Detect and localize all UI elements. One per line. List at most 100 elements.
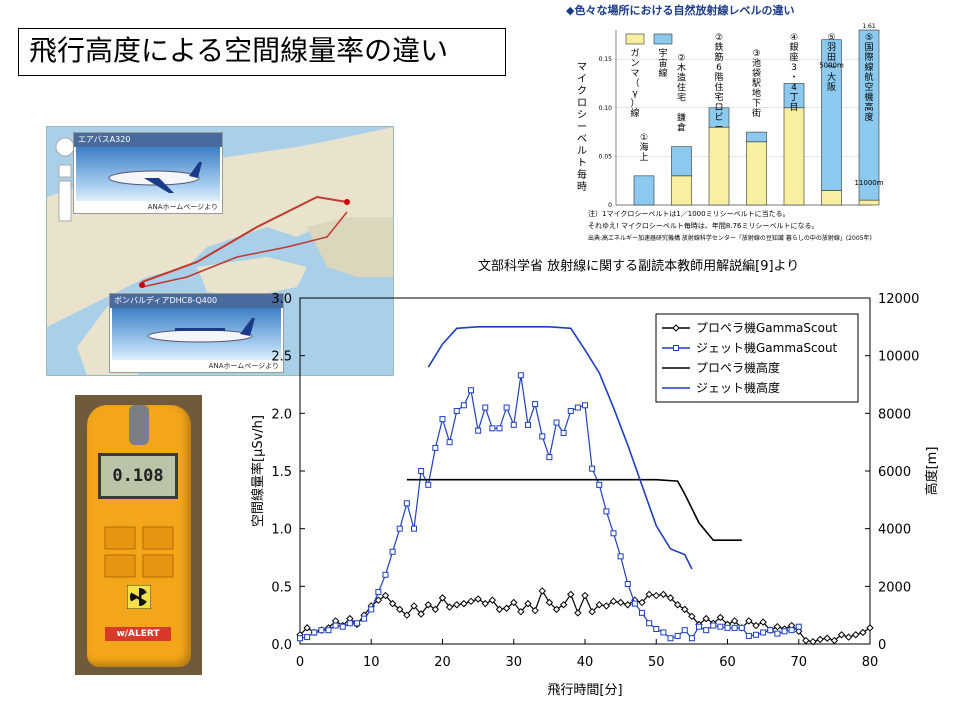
data-point-square bbox=[738, 624, 745, 631]
data-point-square bbox=[460, 402, 467, 409]
data-point-diamond bbox=[716, 613, 725, 622]
left-y-tick-label: 0.0 bbox=[271, 638, 292, 653]
dosimeter-display: 0.108 bbox=[98, 453, 178, 499]
bar-cosmic-segment bbox=[633, 175, 655, 206]
data-point-diamond bbox=[659, 590, 668, 599]
left-y-tick-label: 2.5 bbox=[271, 350, 292, 365]
map-pan-control[interactable] bbox=[55, 137, 75, 157]
q400-credit: ANAホームページより bbox=[208, 362, 279, 370]
jet-route-line bbox=[141, 211, 348, 288]
bar-category-label-char: ④ bbox=[790, 33, 798, 43]
data-point-diamond bbox=[666, 594, 675, 602]
data-point-diamond bbox=[638, 598, 646, 607]
data-point-square bbox=[660, 629, 667, 636]
data-point-square bbox=[396, 525, 403, 532]
data-point-diamond bbox=[502, 604, 511, 612]
bar-cosmic-segment bbox=[746, 131, 767, 143]
data-point-square bbox=[788, 627, 795, 634]
data-point-square bbox=[346, 620, 353, 627]
data-point-square bbox=[339, 623, 346, 630]
data-point-square bbox=[411, 525, 417, 532]
bar-legend-label-char: 線 bbox=[658, 67, 667, 79]
data-point-diamond bbox=[673, 601, 682, 609]
bar-chart-note-1: 注）1マイクロシーベルトは1／1000ミリシーベルトに当たる。 bbox=[588, 209, 790, 218]
data-point-square bbox=[567, 408, 574, 415]
data-point-square bbox=[325, 627, 332, 634]
left-y-tick-label: 0.5 bbox=[271, 580, 292, 595]
bar-chart-y-label-char: 時 bbox=[577, 181, 587, 193]
right-y-tick-label: 0 bbox=[878, 638, 886, 653]
right-y-axis-label: 高度[m] bbox=[924, 447, 940, 496]
bar-annotation: 11000m bbox=[854, 179, 883, 187]
bar-category-label-char: 座 bbox=[789, 51, 798, 63]
q400-label: ボンバルディアDHC8-Q400 bbox=[110, 294, 283, 308]
right-y-tick-label: 8000 bbox=[878, 407, 911, 422]
bar-chart-y-label-char: イ bbox=[577, 74, 587, 85]
left-y-axis-ticks: 0.0 0.5 1.0 1.5 2.0 2.5 3.0 bbox=[271, 292, 305, 653]
data-point-square bbox=[446, 439, 453, 446]
bar-gamma-segment bbox=[783, 107, 805, 206]
bar-category-label-char: 袋 bbox=[752, 67, 761, 79]
bar-category-label-char: 階 bbox=[714, 72, 723, 83]
data-point-square bbox=[297, 635, 303, 642]
bar-chart-note-3: 出典:高エネルギー加速器研究機構 放射線科学センター「放射線の豆知識 暮らしの中… bbox=[588, 234, 872, 242]
right-y-tick-label: 2000 bbox=[878, 580, 911, 595]
bar-legend-label-char: 線 bbox=[630, 107, 639, 119]
data-point-square bbox=[525, 421, 531, 428]
x-tick-label: 20 bbox=[434, 655, 451, 670]
bar-category-label-char: 阪 bbox=[827, 82, 836, 93]
bar-category-label-char: 国 bbox=[864, 42, 873, 53]
bar-category-label-char: ⑤ bbox=[827, 33, 835, 43]
bar-category-label-char: 際 bbox=[864, 51, 873, 63]
bar-category-label-char: 田 bbox=[827, 52, 836, 63]
bar-category-label-char: 銀 bbox=[789, 41, 798, 53]
propeller-route-line bbox=[141, 195, 348, 283]
data-point-square bbox=[781, 628, 788, 635]
radiation-symbol-icon bbox=[127, 585, 151, 609]
data-point-diamond bbox=[616, 598, 625, 607]
right-y-tick-label: 4000 bbox=[878, 523, 911, 538]
marker-origin bbox=[139, 282, 145, 288]
data-point-square bbox=[496, 425, 503, 432]
data-point-diamond bbox=[745, 617, 753, 625]
marker-destination bbox=[344, 199, 350, 205]
data-point-square bbox=[311, 629, 318, 636]
legend-entry-label: ジェット機GammaScout bbox=[696, 340, 838, 355]
bar-cosmic-segment bbox=[821, 39, 842, 191]
bar-category-label-char: 宅 bbox=[677, 92, 686, 104]
bar-gamma-segment bbox=[821, 190, 842, 206]
left-y-tick-label: 3.0 bbox=[271, 292, 292, 307]
bar-cosmic-segment bbox=[858, 29, 880, 201]
bar-legend-label-char: γ bbox=[632, 89, 638, 99]
data-point-diamond bbox=[438, 594, 447, 602]
data-point-diamond bbox=[581, 591, 589, 600]
map-zoom-in-button[interactable] bbox=[58, 164, 72, 178]
data-point-diamond bbox=[445, 603, 454, 611]
data-point-square bbox=[553, 419, 560, 426]
bar-category-label-char: 3 bbox=[791, 63, 797, 73]
data-point-square bbox=[681, 627, 688, 634]
bar-chart-y-label-char: ク bbox=[577, 85, 587, 97]
data-point-diamond bbox=[424, 601, 432, 609]
data-point-square bbox=[653, 626, 660, 633]
left-y-tick-label: 1.0 bbox=[271, 523, 292, 538]
data-point-square bbox=[503, 404, 510, 411]
dose-rate-altitude-chart: 0.0 0.5 1.0 1.5 2.0 2.5 3.0 0 2000 4000 6000 8000 1… bbox=[250, 292, 940, 698]
data-point-diamond bbox=[559, 601, 568, 609]
data-point-square bbox=[703, 627, 710, 634]
data-point-square bbox=[589, 465, 596, 472]
bar-chart-y-label-char: マ bbox=[577, 62, 587, 73]
map-zoom-slider[interactable] bbox=[58, 180, 72, 222]
data-point-square bbox=[439, 416, 446, 423]
bar-cosmic-segment bbox=[783, 83, 805, 109]
bar-chart-y-label-char: シ bbox=[577, 110, 587, 121]
bar-category-label-char: 池 bbox=[752, 57, 761, 69]
right-y-tick-label: 12000 bbox=[878, 292, 919, 307]
data-point-diamond bbox=[510, 598, 518, 607]
bar-category-label-char: 地 bbox=[752, 87, 761, 99]
data-point-square bbox=[696, 623, 702, 630]
bar-category-label-char: 大 bbox=[827, 71, 836, 83]
data-point-diamond bbox=[844, 633, 853, 641]
bar-category-label-char: 6 bbox=[716, 63, 722, 73]
data-point-diamond bbox=[609, 597, 618, 606]
